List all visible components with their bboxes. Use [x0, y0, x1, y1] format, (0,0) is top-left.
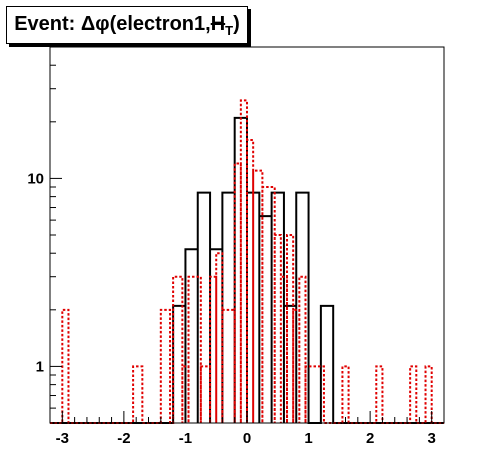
histogram-series-2 — [50, 99, 444, 424]
series-layer — [50, 99, 444, 424]
histogram-bin — [275, 235, 281, 423]
histogram-bin — [253, 171, 262, 423]
x-tick-label: -2 — [117, 430, 130, 447]
histogram-bin — [410, 366, 416, 423]
histogram-bin — [201, 366, 210, 423]
chart-title-prefix: Event: Δφ(electron1, — [14, 12, 211, 35]
histogram-bin — [133, 366, 142, 423]
histogram-bin — [287, 235, 293, 423]
x-tick-label: -1 — [179, 430, 192, 447]
y-tick-label: 10 — [27, 170, 44, 187]
histogram-bin — [241, 100, 247, 423]
histogram-bin — [262, 187, 274, 423]
chart-title-met-subscript: T — [225, 22, 234, 38]
histogram-bin — [281, 277, 287, 423]
histogram-series-1 — [50, 116, 444, 424]
histogram-bin — [216, 253, 222, 423]
chart-title-met-symbol: H — [210, 12, 226, 35]
histogram-bin — [189, 277, 201, 423]
chart-title: Event: Δφ(electron1,HT) — [14, 13, 240, 38]
histogram-bin — [235, 164, 241, 423]
histogram-bin — [342, 366, 348, 423]
x-tick-label: 1 — [304, 430, 312, 447]
histogram-bin — [62, 310, 68, 423]
histogram-bin — [426, 366, 432, 423]
x-tick-label: -3 — [56, 430, 69, 447]
y-tick-label: 1 — [36, 358, 44, 375]
histogram-bin — [299, 277, 305, 423]
histogram-bin — [173, 277, 182, 423]
histogram-bin — [293, 310, 299, 423]
x-tick-label: 2 — [366, 430, 374, 447]
histogram-bin — [222, 310, 234, 423]
histogram-bin — [247, 140, 253, 423]
x-tick-label: 0 — [243, 430, 251, 447]
axis-layer: -3 -2 -1 0 1 2 3 1 10 — [27, 46, 445, 447]
chart-title-suffix: ) — [233, 12, 240, 35]
histogram-bin — [376, 366, 382, 423]
histogram-bin — [161, 310, 170, 423]
histogram-line-series-1 — [50, 116, 444, 424]
x-tick-label: 3 — [428, 430, 436, 447]
histogram-bin — [210, 277, 216, 423]
chart-title-box: Event: Δφ(electron1,HT) — [6, 6, 248, 44]
